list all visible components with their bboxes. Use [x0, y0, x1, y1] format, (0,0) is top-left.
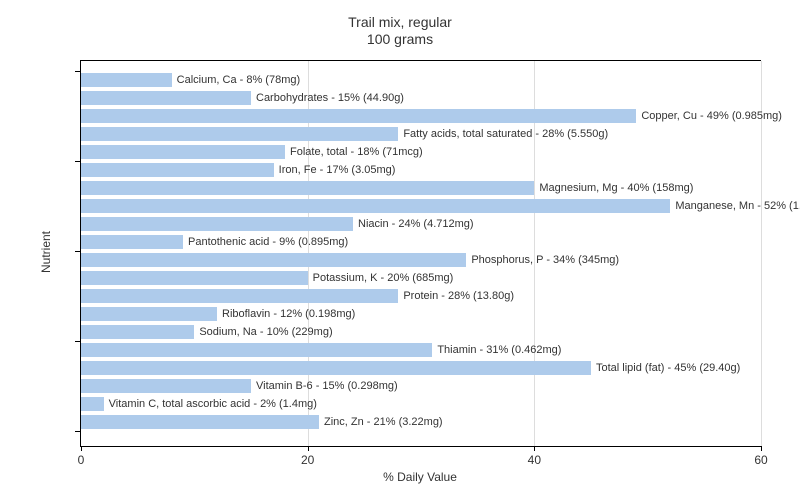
nutrient-bar-label: Magnesium, Mg - 40% (158mg): [534, 181, 698, 195]
nutrient-bar-label: Total lipid (fat) - 45% (29.40g): [591, 361, 745, 375]
bar-row: Fatty acids, total saturated - 28% (5.55…: [81, 127, 761, 141]
bar-row: Potassium, K - 20% (685mg): [81, 271, 761, 285]
chart-title-line1: Trail mix, regular: [0, 14, 800, 31]
nutrient-bar-label: Riboflavin - 12% (0.198mg): [217, 307, 360, 321]
y-major-tick: [75, 341, 81, 342]
bar-row: Phosphorus, P - 34% (345mg): [81, 253, 761, 267]
bar-row: Vitamin B-6 - 15% (0.298mg): [81, 379, 761, 393]
bar-row: Vitamin C, total ascorbic acid - 2% (1.4…: [81, 397, 761, 411]
bar-row: Calcium, Ca - 8% (78mg): [81, 73, 761, 87]
y-major-tick: [75, 71, 81, 72]
x-tick-label: 20: [301, 453, 314, 467]
bar-row: Zinc, Zn - 21% (3.22mg): [81, 415, 761, 429]
x-tick: [308, 446, 309, 451]
bar-row: Total lipid (fat) - 45% (29.40g): [81, 361, 761, 375]
nutrient-bar-label: Vitamin C, total ascorbic acid - 2% (1.4…: [104, 397, 322, 411]
bar-row: Protein - 28% (13.80g): [81, 289, 761, 303]
x-axis-title: % Daily Value: [383, 470, 457, 484]
bar-row: Sodium, Na - 10% (229mg): [81, 325, 761, 339]
nutrient-bar: [81, 217, 353, 231]
nutrient-bar-label: Vitamin B-6 - 15% (0.298mg): [251, 379, 403, 393]
nutrient-bar: [81, 325, 194, 339]
nutrient-bar: [81, 253, 466, 267]
chart-title-line2: 100 grams: [0, 31, 800, 48]
x-tick-label: 60: [754, 453, 767, 467]
x-tick: [761, 446, 762, 451]
bar-row: Iron, Fe - 17% (3.05mg): [81, 163, 761, 177]
nutrient-bar-label: Iron, Fe - 17% (3.05mg): [274, 163, 401, 177]
x-tick: [81, 446, 82, 451]
bar-row: Carbohydrates - 15% (44.90g): [81, 91, 761, 105]
bar-row: Manganese, Mn - 52% (1.034mg): [81, 199, 761, 213]
bar-row: Folate, total - 18% (71mcg): [81, 145, 761, 159]
bar-row: Riboflavin - 12% (0.198mg): [81, 307, 761, 321]
nutrient-bar-label: Copper, Cu - 49% (0.985mg): [636, 109, 787, 123]
bar-row: Copper, Cu - 49% (0.985mg): [81, 109, 761, 123]
nutrient-bar-label: Zinc, Zn - 21% (3.22mg): [319, 415, 448, 429]
y-axis-title: Nutrient: [39, 230, 53, 272]
y-major-tick: [75, 161, 81, 162]
nutrient-bar: [81, 235, 183, 249]
nutrient-bar-label: Niacin - 24% (4.712mg): [353, 217, 479, 231]
bar-row: Thiamin - 31% (0.462mg): [81, 343, 761, 357]
y-major-tick: [75, 251, 81, 252]
nutrient-bar-label: Phosphorus, P - 34% (345mg): [466, 253, 624, 267]
nutrient-bar: [81, 145, 285, 159]
nutrient-bar: [81, 109, 636, 123]
y-major-tick: [75, 431, 81, 432]
nutrient-bar-label: Pantothenic acid - 9% (0.895mg): [183, 235, 353, 249]
x-tick: [534, 446, 535, 451]
nutrient-bar-label: Potassium, K - 20% (685mg): [308, 271, 459, 285]
nutrient-bar-label: Sodium, Na - 10% (229mg): [194, 325, 337, 339]
nutrient-bar: [81, 181, 534, 195]
nutrient-bar: [81, 361, 591, 375]
nutrient-bar: [81, 163, 274, 177]
bar-row: Magnesium, Mg - 40% (158mg): [81, 181, 761, 195]
nutrient-bar: [81, 289, 398, 303]
bar-row: Niacin - 24% (4.712mg): [81, 217, 761, 231]
nutrient-bar: [81, 415, 319, 429]
nutrient-bar-label: Calcium, Ca - 8% (78mg): [172, 73, 305, 87]
nutrient-bar: [81, 271, 308, 285]
nutrient-bar-label: Folate, total - 18% (71mcg): [285, 145, 428, 159]
nutrient-bar: [81, 199, 670, 213]
nutrient-bar: [81, 379, 251, 393]
nutrient-bar: [81, 91, 251, 105]
nutrient-bar: [81, 397, 104, 411]
nutrient-bar: [81, 73, 172, 87]
nutrient-bar-label: Fatty acids, total saturated - 28% (5.55…: [398, 127, 613, 141]
x-tick-label: 0: [78, 453, 85, 467]
nutrient-bar-label: Manganese, Mn - 52% (1.034mg): [670, 199, 800, 213]
nutrient-bar-label: Carbohydrates - 15% (44.90g): [251, 91, 409, 105]
nutrient-bar-label: Thiamin - 31% (0.462mg): [432, 343, 566, 357]
nutrient-bar-label: Protein - 28% (13.80g): [398, 289, 519, 303]
bar-row: Pantothenic acid - 9% (0.895mg): [81, 235, 761, 249]
nutrient-bar: [81, 307, 217, 321]
x-tick-label: 40: [528, 453, 541, 467]
nutrient-bar: [81, 343, 432, 357]
nutrient-chart: Trail mix, regular 100 grams 0204060Calc…: [0, 0, 800, 500]
nutrient-bar: [81, 127, 398, 141]
plot-area: 0204060Calcium, Ca - 8% (78mg)Carbohydra…: [80, 60, 761, 447]
chart-title: Trail mix, regular 100 grams: [0, 14, 800, 48]
